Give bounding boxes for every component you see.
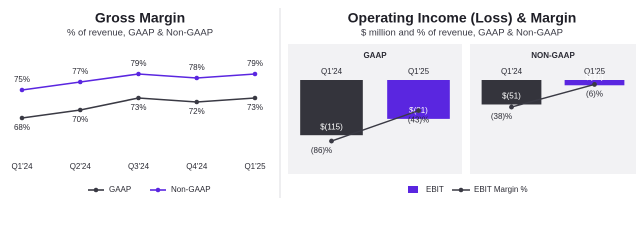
- line: [511, 83, 595, 108]
- data-label: 70%: [72, 115, 88, 124]
- legend-label: EBIT: [426, 185, 444, 194]
- legend-marker: [155, 187, 161, 193]
- data-label: 73%: [130, 103, 146, 112]
- data-label: (38)%: [491, 112, 512, 121]
- point: [19, 115, 25, 121]
- x-tick-label: Q3'24: [128, 162, 150, 171]
- chart-subtitle: % of revenue, GAAP & Non-GAAP: [67, 28, 213, 39]
- x-tick-label: Q1'24: [501, 67, 523, 76]
- point: [329, 138, 334, 144]
- data-label: 79%: [130, 59, 146, 68]
- line: [331, 109, 419, 142]
- panel-title: NON-GAAP: [531, 51, 575, 60]
- bar: [300, 80, 363, 136]
- x-tick-label: Q1'25: [244, 162, 266, 171]
- x-tick-label: Q1'25: [408, 67, 430, 76]
- x-tick-label: Q1'25: [584, 67, 606, 76]
- point: [252, 71, 258, 77]
- point: [592, 82, 597, 87]
- point: [136, 95, 141, 101]
- data-label: 78%: [189, 63, 205, 72]
- data-label: $(11): [585, 72, 603, 81]
- panel-bg: [470, 44, 636, 174]
- legend-marker: [93, 187, 99, 193]
- chart-subtitle: $ million and % of revenue, GAAP & Non-G…: [361, 28, 563, 39]
- point: [77, 107, 83, 113]
- x-tick-label: Q2'24: [70, 162, 92, 171]
- point: [19, 87, 25, 93]
- data-label: (86)%: [311, 146, 332, 155]
- data-label: 77%: [72, 67, 88, 76]
- data-label: 79%: [247, 59, 263, 68]
- point: [194, 99, 200, 105]
- x-tick-label: Q1'24: [321, 67, 343, 76]
- chart: Gross Margin % of revenue, GAAP & Non-GA…: [11, 8, 636, 198]
- data-label: 72%: [189, 107, 205, 116]
- chart-title: Operating Income (Loss) & Margin: [348, 10, 577, 26]
- point: [416, 108, 421, 114]
- data-label: 68%: [14, 123, 30, 132]
- line: [21, 73, 256, 91]
- x-tick-label: Q1'24: [11, 162, 33, 171]
- bar: [481, 80, 542, 105]
- legend-label: GAAP: [109, 185, 131, 194]
- legend-marker: [408, 186, 418, 193]
- page: Gross Margin % of revenue, GAAP & Non-GA…: [11, 8, 636, 198]
- legend-label: Non-GAAP: [171, 185, 211, 194]
- point: [136, 71, 141, 77]
- x-tick-label: Q4'24: [186, 162, 208, 171]
- data-label: (6)%: [586, 90, 603, 99]
- legend-label: EBIT Margin %: [474, 185, 528, 194]
- data-label: 75%: [14, 75, 30, 84]
- panel-title: GAAP: [363, 51, 387, 60]
- point: [252, 95, 258, 101]
- point: [77, 79, 83, 85]
- data-label: 73%: [247, 103, 263, 112]
- legend-marker: [458, 187, 464, 193]
- data-label: $(51): [502, 92, 521, 101]
- data-label: $(115): [320, 122, 343, 131]
- point: [509, 104, 514, 110]
- chart-title: Gross Margin: [95, 10, 185, 26]
- point: [194, 75, 200, 81]
- data-label: (43)%: [408, 116, 429, 125]
